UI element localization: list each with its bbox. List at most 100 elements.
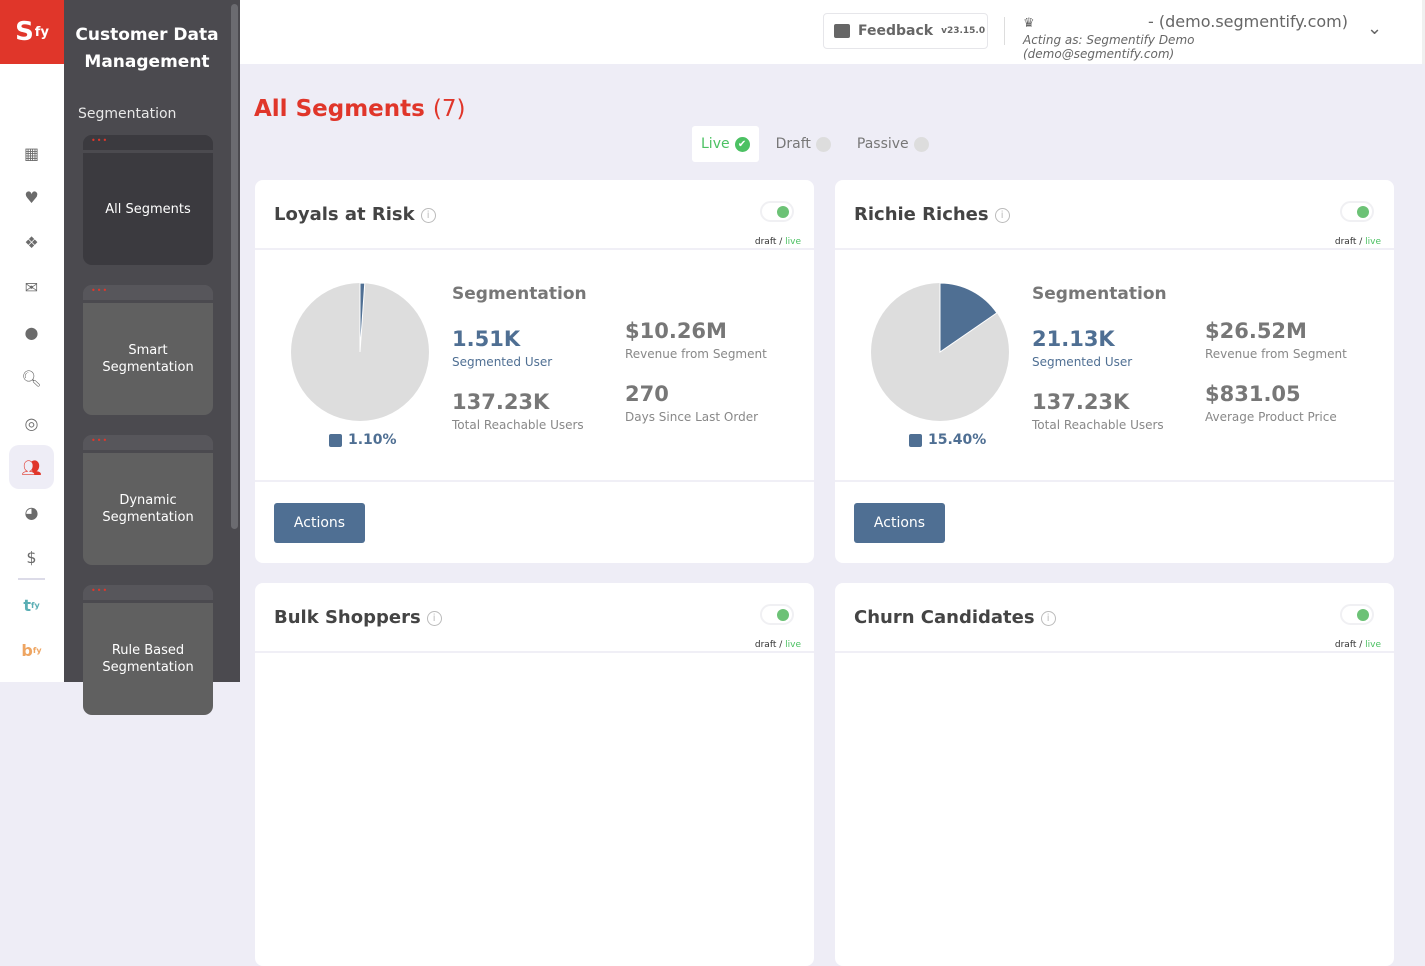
dashboard-icon[interactable]: ▦: [23, 143, 40, 163]
card-header: Loyals at Risk i draft / live: [255, 180, 814, 250]
segment-title-text: Churn Candidates: [854, 607, 1035, 628]
live-text: live: [1365, 640, 1381, 650]
pie-icon[interactable]: ◕: [24, 502, 39, 522]
dots-icon: •••: [83, 585, 213, 603]
stat-label: Segmented User: [1032, 355, 1133, 369]
segmentation-heading: Segmentation: [452, 284, 587, 304]
section-panel: Customer Data Management Segmentation ••…: [64, 0, 240, 715]
panel-scrollbar[interactable]: [231, 4, 238, 529]
segment-title: Bulk Shoppers i: [274, 607, 442, 628]
segment-title-text: Bulk Shoppers: [274, 607, 421, 628]
live-toggle[interactable]: [1340, 201, 1374, 222]
acting-as: Acting as: Segmentify Demo (demo@segment…: [1023, 33, 1195, 61]
pie-slice-segment: [359, 283, 366, 353]
nav-card-all-segments[interactable]: ••• All Segments: [83, 135, 213, 265]
segment-title-text: Loyals at Risk: [274, 204, 415, 225]
draft-text: draft: [754, 640, 777, 650]
draft-text: draft: [1334, 640, 1357, 650]
tfy-sup: fy: [30, 600, 40, 610]
chat-icon: [834, 24, 850, 38]
live-toggle[interactable]: [760, 604, 794, 625]
draft-live-label: draft / live: [1334, 640, 1381, 650]
live-toggle[interactable]: [1340, 604, 1374, 625]
stat-value: $10.26M: [625, 319, 727, 343]
actions-button[interactable]: Actions: [854, 503, 945, 543]
tab-draft[interactable]: Draft: [767, 126, 840, 162]
nav-card-dynamic-segmentation[interactable]: ••• Dynamic Segmentation: [83, 435, 213, 565]
top-header: Feedback v23.15.0 ♛ - (demo.segmentify.co…: [240, 0, 1425, 64]
feedback-button[interactable]: Feedback v23.15.0: [823, 13, 988, 49]
stat-metric-2: 270 Days Since Last Order: [625, 382, 758, 424]
nav-card-rule-based-segmentation[interactable]: ••• Rule Based Segmentation: [83, 585, 213, 715]
dots-icon: •••: [83, 135, 213, 153]
search-icon[interactable]: 🔍︎: [21, 368, 42, 388]
info-icon[interactable]: i: [420, 208, 436, 223]
bubble-icon[interactable]: ●: [24, 322, 39, 342]
tfy-text: t: [23, 595, 31, 615]
actions-button[interactable]: Actions: [274, 503, 365, 543]
tab-label: Live: [701, 136, 730, 152]
bfy-icon[interactable]: b fy: [9, 628, 54, 672]
pie-legend: 15.40%: [909, 432, 986, 448]
segment-title: Richie Riches i: [854, 204, 1010, 225]
nav-card-label: Dynamic Segmentation: [102, 493, 194, 525]
card-footer: Actions: [835, 482, 1394, 562]
live-text: live: [785, 640, 801, 650]
account-domain: - (demo.segmentify.com): [1148, 12, 1348, 31]
tab-live[interactable]: Live ✔: [692, 126, 759, 162]
panel-title: Customer Data Management: [75, 25, 219, 72]
mail-icon[interactable]: ✉: [24, 277, 39, 297]
account-menu[interactable]: ♛ - (demo.segmentify.com) Acting as: Seg…: [1023, 12, 1348, 61]
check-icon: ✔: [734, 136, 750, 152]
page-title: All Segments (7): [254, 96, 465, 122]
info-icon[interactable]: i: [426, 611, 442, 626]
version-label: v23.15.0: [941, 26, 986, 36]
segment-card: Richie Riches i draft / live 15.40% Segme…: [835, 180, 1394, 563]
stat-metric-1: $26.52M Revenue from Segment: [1205, 319, 1347, 361]
segment-pie-chart: [871, 283, 1009, 421]
stat-label: Total Reachable Users: [452, 418, 584, 432]
nav-card-smart-segmentation[interactable]: ••• Smart Segmentation: [83, 285, 213, 415]
boxes-icon[interactable]: ❖: [24, 232, 39, 252]
page-scrollbar[interactable]: [1422, 0, 1425, 64]
segment-title: Churn Candidates i: [854, 607, 1056, 628]
nav-card-label: Rule Based Segmentation: [102, 643, 194, 675]
stat-value: 21.13K: [1032, 327, 1115, 351]
logo-sup: fy: [34, 24, 49, 40]
segment-count: (7): [432, 96, 466, 122]
stat-reachable-users: 137.23K Total Reachable Users: [1032, 390, 1164, 432]
live-text: live: [785, 237, 801, 247]
stat-value: 137.23K: [452, 390, 550, 414]
info-icon[interactable]: i: [1040, 611, 1056, 626]
heart-icon[interactable]: ♥: [24, 187, 39, 207]
tab-passive[interactable]: Passive: [848, 126, 938, 162]
dollar-icon[interactable]: $: [26, 547, 37, 567]
feedback-label: Feedback: [858, 23, 934, 39]
tab-label: Draft: [775, 136, 811, 152]
segment-pie-chart: [291, 283, 429, 421]
segment-percent: 15.40%: [928, 432, 987, 448]
bfy-text: b: [21, 640, 33, 660]
bfy-sup: fy: [32, 645, 42, 655]
draft-live-label: draft / live: [1334, 237, 1381, 247]
stat-label: Total Reachable Users: [1032, 418, 1164, 432]
info-icon[interactable]: i: [994, 208, 1010, 223]
chevron-down-icon[interactable]: ⌄: [1367, 18, 1383, 39]
draft-text: draft: [1334, 237, 1357, 247]
card-body: 15.40% Segmentation 21.13K Segmented User…: [835, 250, 1394, 482]
live-toggle[interactable]: [760, 201, 794, 222]
tab-label: Passive: [856, 136, 909, 152]
stat-segmented-user: 1.51K Segmented User: [452, 327, 552, 369]
draft-text: draft: [754, 237, 777, 247]
dots-icon: •••: [83, 435, 213, 453]
users-icon[interactable]: 👥︎: [9, 445, 54, 489]
tfy-icon[interactable]: t fy: [9, 583, 54, 627]
stat-metric-2: $831.05 Average Product Price: [1205, 382, 1337, 424]
card-footer: Actions: [255, 482, 814, 562]
logo-text: S: [15, 17, 34, 47]
segment-card: Loyals at Risk i draft / live 1.10% Segme…: [255, 180, 814, 563]
target-icon[interactable]: ◎: [24, 413, 39, 433]
segment-title-text: Richie Riches: [854, 204, 989, 225]
status-dot-icon: [815, 136, 831, 152]
